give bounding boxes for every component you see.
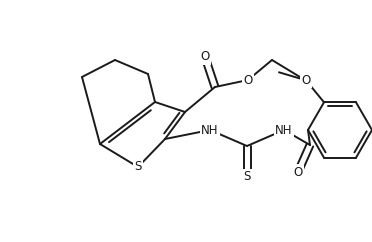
Text: NH: NH: [201, 123, 219, 136]
Text: O: O: [294, 166, 303, 179]
Text: S: S: [134, 160, 142, 174]
Text: NH: NH: [275, 123, 293, 136]
Text: O: O: [201, 51, 210, 63]
Text: O: O: [243, 74, 253, 86]
Text: S: S: [243, 171, 251, 183]
Text: O: O: [301, 74, 311, 87]
